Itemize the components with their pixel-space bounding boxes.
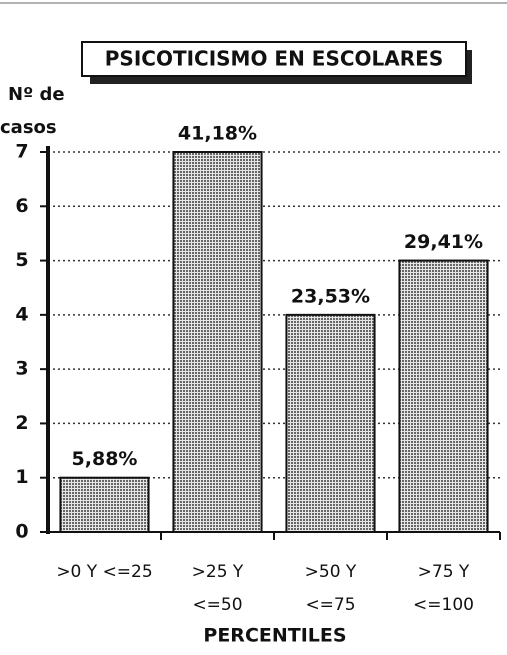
x-tick-label: <=100 — [413, 595, 474, 615]
y-tick-label: 4 — [15, 303, 28, 325]
bar — [172, 151, 263, 533]
value-label: 5,88% — [72, 448, 138, 470]
y-tick-label: 3 — [15, 358, 28, 380]
y-tick-label: 1 — [15, 466, 28, 488]
value-label: 23,53% — [291, 285, 370, 307]
x-tick-label: >25 Y — [192, 562, 244, 582]
y-tick-label: 6 — [15, 195, 28, 217]
bar — [398, 259, 489, 533]
y-tick-label: 2 — [15, 412, 28, 434]
x-tick-label: <=50 — [192, 595, 242, 615]
x-tick-label: >0 Y <=25 — [56, 562, 152, 582]
bar — [59, 476, 150, 534]
value-label: 41,18% — [178, 123, 257, 145]
x-axis-label: PERCENTILES — [203, 625, 346, 647]
x-tick-label: >50 Y — [305, 562, 357, 582]
value-label: 29,41% — [404, 231, 483, 253]
x-tick-label: <=75 — [305, 595, 355, 615]
y-tick-label: 7 — [15, 141, 28, 163]
bar — [285, 313, 376, 533]
y-axis-label: Nº de — [8, 84, 65, 105]
y-axis-label: casos — [0, 117, 57, 138]
title-box — [81, 41, 467, 77]
x-tick-label: >75 Y — [418, 562, 470, 582]
chart-title: PSICOTICISMO EN ESCOLARES — [105, 47, 443, 71]
y-tick-label: 5 — [15, 249, 28, 271]
y-tick-label: 0 — [15, 521, 28, 543]
